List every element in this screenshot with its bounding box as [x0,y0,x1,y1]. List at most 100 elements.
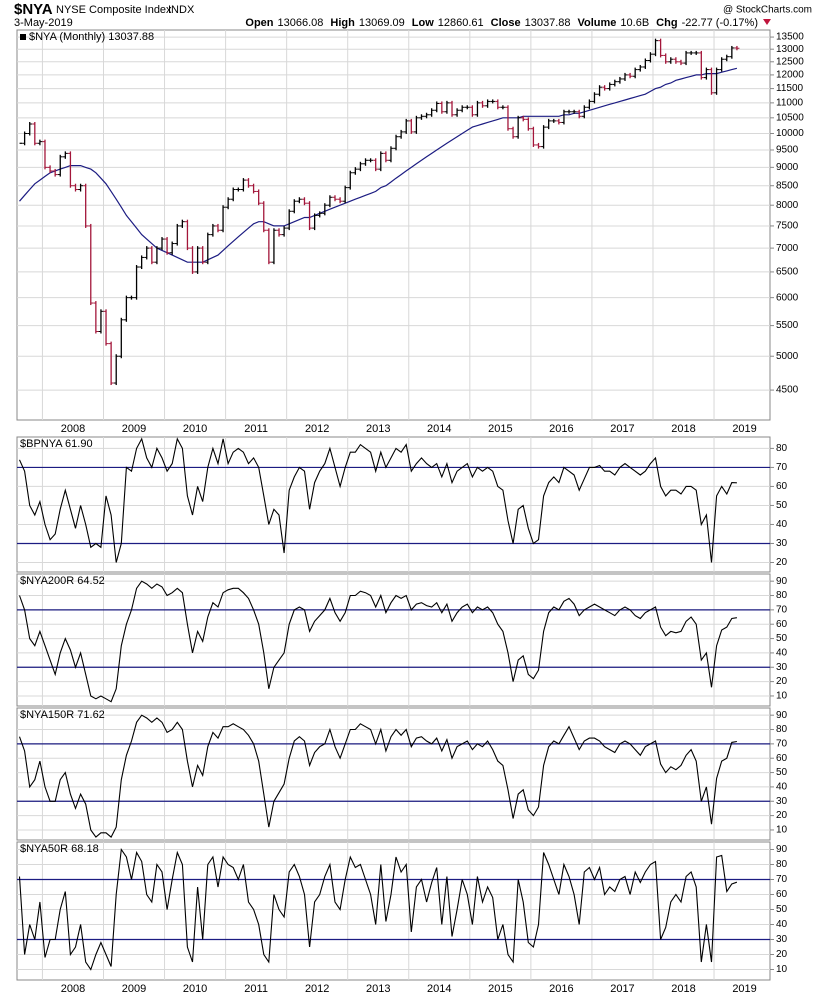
price-bar [632,67,638,79]
x-tick-label: 2019 [732,423,756,435]
y-tick-label: 80 [776,724,788,735]
price-bar [403,118,409,134]
y-tick-label: 6000 [776,292,799,303]
price-bar [210,223,216,237]
x-tick-label: 2013 [366,423,390,435]
price-bar [464,105,470,110]
price-bar [149,246,155,265]
price-bar [617,76,623,84]
y-tick-label: 13000 [776,44,804,55]
price-bar [653,38,659,57]
price-bar [673,57,679,64]
price-bar [256,189,262,206]
price-bar [154,246,160,265]
price-bar [67,151,73,188]
y-tick-label: 90 [776,576,788,587]
price-bar [195,246,201,274]
y-tick-label: 20 [776,810,788,821]
x-tick-label: 2017 [610,983,634,995]
price-bar [642,58,648,69]
y-tick-label: 90 [776,844,788,855]
price-bar [327,195,333,208]
quote-value: 13037.88 [525,17,571,29]
moving-average [19,67,738,263]
y-tick-label: 90 [776,710,788,721]
price-bar [566,109,572,114]
price-bar [240,178,246,192]
quote-label: Close [491,17,521,29]
price-bar [698,50,704,80]
price-bar [312,213,318,231]
price-bar [286,209,292,231]
price-bar [393,134,399,151]
price-bar [597,85,603,97]
price-bar [184,219,190,251]
y-tick-label: 11500 [776,83,804,94]
price-bar [301,197,307,206]
y-tick-label: 60 [776,481,788,492]
price-bar [342,185,348,204]
price-bar [281,226,287,237]
price-bar [291,199,297,214]
price-bar [724,54,730,62]
price-bar [322,203,328,216]
price-bar [128,295,134,300]
price-bar [688,50,694,55]
price-bar [42,139,48,170]
price-bar [57,154,63,177]
x-tick-label: 2011 [244,983,268,995]
price-bar [357,161,363,172]
price-bar [729,45,735,59]
price-bar [52,168,58,177]
y-tick-label: 20 [776,949,788,960]
x-tick-label: 2010 [183,983,207,995]
quote-label: Low [412,17,434,29]
y-tick-label: 80 [776,443,788,454]
price-bar [271,228,277,265]
legend-label: $BPNYA 61.90 [20,438,93,450]
price-bar [581,105,587,119]
price-bar [444,100,450,114]
price-bar [164,237,170,255]
price-bar [378,151,384,172]
x-tick-label: 2015 [488,423,512,435]
y-tick-label: 50 [776,767,788,778]
index-name: NYSE Composite Index [56,4,172,16]
quote-value: 13066.08 [278,17,324,29]
price-bar [134,265,140,300]
price-bar [607,82,613,91]
x-tick-label: 2010 [183,423,207,435]
price-bar [368,158,374,163]
price-bar [159,237,165,251]
y-tick-label: 5500 [776,320,799,331]
y-tick-label: 9500 [776,145,799,156]
quote: Open 13066.08 High 13069.09 Low 12860.61 Close… [245,17,758,29]
x-tick-label: 2017 [610,423,634,435]
y-tick-label: 7000 [776,243,799,254]
x-tick-label: 2013 [366,983,390,995]
price-bar [429,108,435,117]
y-tick-label: 10000 [776,128,804,139]
price-bar [525,117,531,131]
price-bar [515,115,521,139]
price-bar [225,197,231,210]
quote-text: Open 13066.08 High 13069.09 Low 12860.61 Close… [245,17,758,29]
price-bar [734,45,740,51]
y-tick-label: 5000 [776,351,799,362]
price-bar [103,309,109,346]
price-bar [586,99,592,110]
price-bar [424,112,430,119]
x-tick-label: 2009 [122,423,146,435]
price-bar [683,50,689,66]
price-bar [703,67,709,80]
price-bar [118,317,124,359]
price-bar [261,201,267,233]
price-bar [78,183,84,192]
price-bar [439,101,445,114]
price-bar [22,131,28,146]
y-tick-label: 70 [776,462,788,473]
price-bar [230,187,236,202]
y-tick-label: 40 [776,919,788,930]
x-tick-label: 2016 [549,423,573,435]
